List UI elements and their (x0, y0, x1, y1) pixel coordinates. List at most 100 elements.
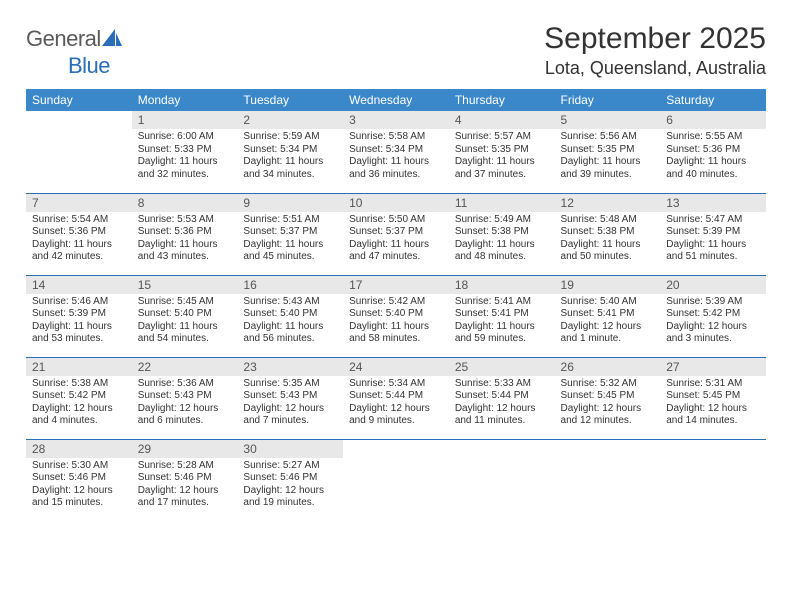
weekday-header: Saturday (660, 89, 766, 111)
calendar-cell: 26 Sunrise: 5:32 AMSunset: 5:45 PMDayligh… (555, 357, 661, 439)
daylight-line: Daylight: 12 hours (243, 485, 337, 498)
day-number: 22 (132, 358, 238, 376)
sunrise-line: Sunrise: 5:54 AM (32, 214, 126, 227)
daylight-line: Daylight: 11 hours (349, 239, 443, 252)
sunrise-line: Sunrise: 5:27 AM (243, 460, 337, 473)
sunset-line: Sunset: 5:45 PM (561, 390, 655, 403)
sunset-line: Sunset: 5:33 PM (138, 144, 232, 157)
daylight-line: Daylight: 12 hours (138, 403, 232, 416)
sunrise-line: Sunrise: 5:35 AM (243, 378, 337, 391)
calendar-week-row: 14Sunrise: 5:46 AMSunset: 5:39 PMDayligh… (26, 275, 766, 357)
daylight-line: Daylight: 11 hours (455, 321, 549, 334)
day-body: Sunrise: 5:35 AMSunset: 5:43 PMDaylight:… (237, 376, 343, 432)
day-body: Sunrise: 5:40 AMSunset: 5:41 PMDaylight:… (555, 294, 661, 350)
calendar-cell: 8Sunrise: 5:53 AMSunset: 5:36 PMDaylight… (132, 193, 238, 275)
daylight-line: and 37 minutes. (455, 169, 549, 182)
day-body: Sunrise: 5:45 AMSunset: 5:40 PMDaylight:… (132, 294, 238, 350)
sunset-line: Sunset: 5:41 PM (561, 308, 655, 321)
daylight-line: and 39 minutes. (561, 169, 655, 182)
sunset-line: Sunset: 5:40 PM (349, 308, 443, 321)
sunset-line: Sunset: 5:39 PM (32, 308, 126, 321)
calendar-cell: 14Sunrise: 5:46 AMSunset: 5:39 PMDayligh… (26, 275, 132, 357)
day-number: 28 (26, 440, 132, 458)
calendar-cell: 27Sunrise: 5:31 AMSunset: 5:45 PMDayligh… (660, 357, 766, 439)
day-body: Sunrise: 5:53 AMSunset: 5:36 PMDaylight:… (132, 212, 238, 268)
daylight-line: Daylight: 12 hours (561, 403, 655, 416)
day-number: 17 (343, 276, 449, 294)
title-block: September 2025 Lota, Queensland, Austral… (544, 22, 766, 79)
logo-text-dark: General (26, 26, 101, 51)
daylight-line: and 6 minutes. (138, 415, 232, 428)
day-body: Sunrise: 5:42 AMSunset: 5:40 PMDaylight:… (343, 294, 449, 350)
day-number: 30 (237, 440, 343, 458)
calendar-cell: 2Sunrise: 5:59 AMSunset: 5:34 PMDaylight… (237, 111, 343, 193)
sunset-line: Sunset: 5:39 PM (666, 226, 760, 239)
calendar-cell: 13Sunrise: 5:47 AMSunset: 5:39 PMDayligh… (660, 193, 766, 275)
sunset-line: Sunset: 5:43 PM (243, 390, 337, 403)
sunset-line: Sunset: 5:37 PM (243, 226, 337, 239)
day-body: Sunrise: 5:49 AMSunset: 5:38 PMDaylight:… (449, 212, 555, 268)
day-number: 27 (660, 358, 766, 376)
sunrise-line: Sunrise: 5:58 AM (349, 131, 443, 144)
day-number: 21 (26, 358, 132, 376)
day-number: 26 (555, 358, 661, 376)
daylight-line: and 54 minutes. (138, 333, 232, 346)
sunset-line: Sunset: 5:45 PM (666, 390, 760, 403)
sunrise-line: Sunrise: 5:32 AM (561, 378, 655, 391)
weekday-header: Friday (555, 89, 661, 111)
day-body: Sunrise: 5:51 AMSunset: 5:37 PMDaylight:… (237, 212, 343, 268)
calendar-cell: 1Sunrise: 6:00 AMSunset: 5:33 PMDaylight… (132, 111, 238, 193)
day-number: 9 (237, 194, 343, 212)
sunrise-line: Sunrise: 5:47 AM (666, 214, 760, 227)
daylight-line: Daylight: 11 hours (666, 239, 760, 252)
calendar-cell: 30 Sunrise: 5:27 AMSunset: 5:46 PMDayligh… (237, 439, 343, 521)
daylight-line: Daylight: 11 hours (666, 156, 760, 169)
day-body: Sunrise: 5:55 AMSunset: 5:36 PMDaylight:… (660, 129, 766, 185)
day-number: 25 (449, 358, 555, 376)
sunrise-line: Sunrise: 5:40 AM (561, 296, 655, 309)
daylight-line: Daylight: 12 hours (243, 403, 337, 416)
daylight-line: and 11 minutes. (455, 415, 549, 428)
calendar-cell: 5Sunrise: 5:56 AMSunset: 5:35 PMDaylight… (555, 111, 661, 193)
logo-text-blue: Blue (26, 53, 110, 78)
day-body: Sunrise: 5:54 AMSunset: 5:36 PMDaylight:… (26, 212, 132, 268)
sunrise-line: Sunrise: 5:33 AM (455, 378, 549, 391)
sunset-line: Sunset: 5:35 PM (455, 144, 549, 157)
daylight-line: Daylight: 12 hours (455, 403, 549, 416)
daylight-line: and 50 minutes. (561, 251, 655, 264)
sunset-line: Sunset: 5:34 PM (243, 144, 337, 157)
calendar-cell: .. (343, 439, 449, 521)
calendar-cell: 19Sunrise: 5:40 AMSunset: 5:41 PMDayligh… (555, 275, 661, 357)
logo-text: General Blue (26, 26, 122, 79)
calendar-page: General Blue September 2025 Lota, Queens… (0, 0, 792, 531)
day-number: 19 (555, 276, 661, 294)
calendar-cell: .. (26, 111, 132, 193)
day-body: Sunrise: 5:33 AMSunset: 5:44 PMDaylight:… (449, 376, 555, 432)
day-body: Sunrise: 5:30 AMSunset: 5:46 PMDaylight:… (26, 458, 132, 514)
calendar-cell: 22Sunrise: 5:36 AMSunset: 5:43 PMDayligh… (132, 357, 238, 439)
daylight-line: Daylight: 11 hours (455, 156, 549, 169)
daylight-line: and 12 minutes. (561, 415, 655, 428)
daylight-line: and 15 minutes. (32, 497, 126, 510)
day-number: 18 (449, 276, 555, 294)
daylight-line: and 48 minutes. (455, 251, 549, 264)
sunset-line: Sunset: 5:46 PM (243, 472, 337, 485)
day-body: Sunrise: 5:46 AMSunset: 5:39 PMDaylight:… (26, 294, 132, 350)
daylight-line: and 9 minutes. (349, 415, 443, 428)
weekday-header: Wednesday (343, 89, 449, 111)
sunset-line: Sunset: 5:36 PM (138, 226, 232, 239)
sunset-line: Sunset: 5:43 PM (138, 390, 232, 403)
day-number: 2 (237, 111, 343, 129)
day-body: Sunrise: 5:47 AMSunset: 5:39 PMDaylight:… (660, 212, 766, 268)
sunrise-line: Sunrise: 5:34 AM (349, 378, 443, 391)
day-body: Sunrise: 5:34 AMSunset: 5:44 PMDaylight:… (343, 376, 449, 432)
weekday-header: Thursday (449, 89, 555, 111)
sunset-line: Sunset: 5:38 PM (455, 226, 549, 239)
calendar-cell: 29Sunrise: 5:28 AMSunset: 5:46 PMDayligh… (132, 439, 238, 521)
daylight-line: Daylight: 11 hours (243, 239, 337, 252)
daylight-line: and 45 minutes. (243, 251, 337, 264)
daylight-line: and 43 minutes. (138, 251, 232, 264)
sunset-line: Sunset: 5:38 PM (561, 226, 655, 239)
daylight-line: and 53 minutes. (32, 333, 126, 346)
day-number: 16 (237, 276, 343, 294)
